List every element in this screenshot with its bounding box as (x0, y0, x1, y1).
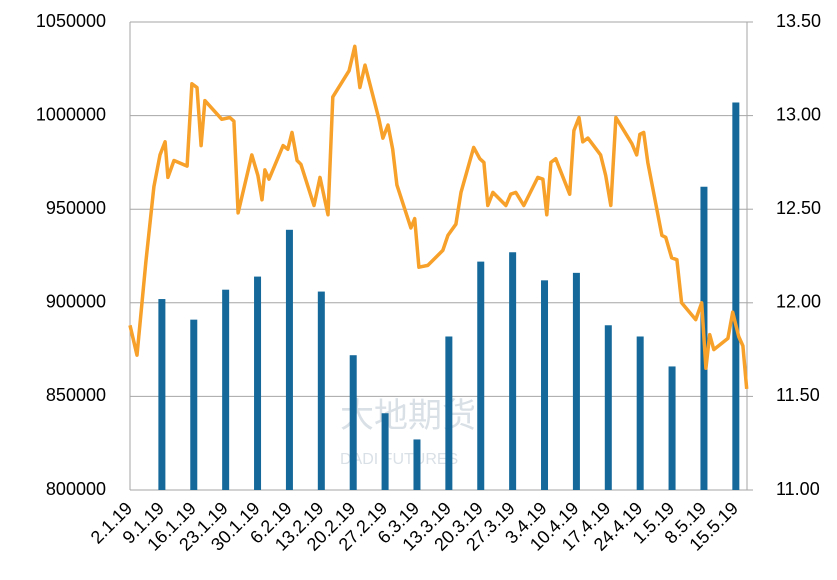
bar (381, 413, 389, 490)
bar (317, 291, 325, 490)
y2-tick-label: 11.00 (776, 479, 820, 499)
bar (158, 299, 166, 490)
bar (636, 336, 644, 490)
bar (222, 289, 230, 490)
bar (541, 280, 549, 490)
y-tick-label: 800000 (46, 479, 106, 499)
bar (413, 439, 421, 490)
watermark: DADI FUTURES (340, 451, 458, 468)
y2-tick-label: 11.50 (776, 385, 820, 405)
bar (349, 355, 357, 490)
y-tick-label: 1000000 (36, 104, 106, 124)
line (128, 44, 749, 390)
bar (572, 272, 580, 490)
bar (604, 325, 612, 490)
y-tick-label: 900000 (46, 292, 106, 312)
y2-tick-label: 12.50 (776, 198, 821, 218)
y2-tick-label: 13.50 (776, 11, 821, 31)
bar (445, 336, 453, 490)
y-tick-label: 950000 (46, 198, 106, 218)
bar (509, 252, 517, 490)
bar (285, 229, 293, 491)
bar (254, 276, 262, 490)
y-tick-label: 850000 (46, 385, 106, 405)
y2-tick-label: 12.00 (776, 292, 821, 312)
bar (477, 261, 485, 490)
y-tick-label: 1050000 (36, 11, 106, 31)
bar (732, 102, 740, 490)
bar (190, 319, 198, 490)
y2-tick-label: 13.00 (776, 104, 821, 124)
watermark: 大地期货 (340, 397, 476, 435)
bar (668, 366, 676, 490)
